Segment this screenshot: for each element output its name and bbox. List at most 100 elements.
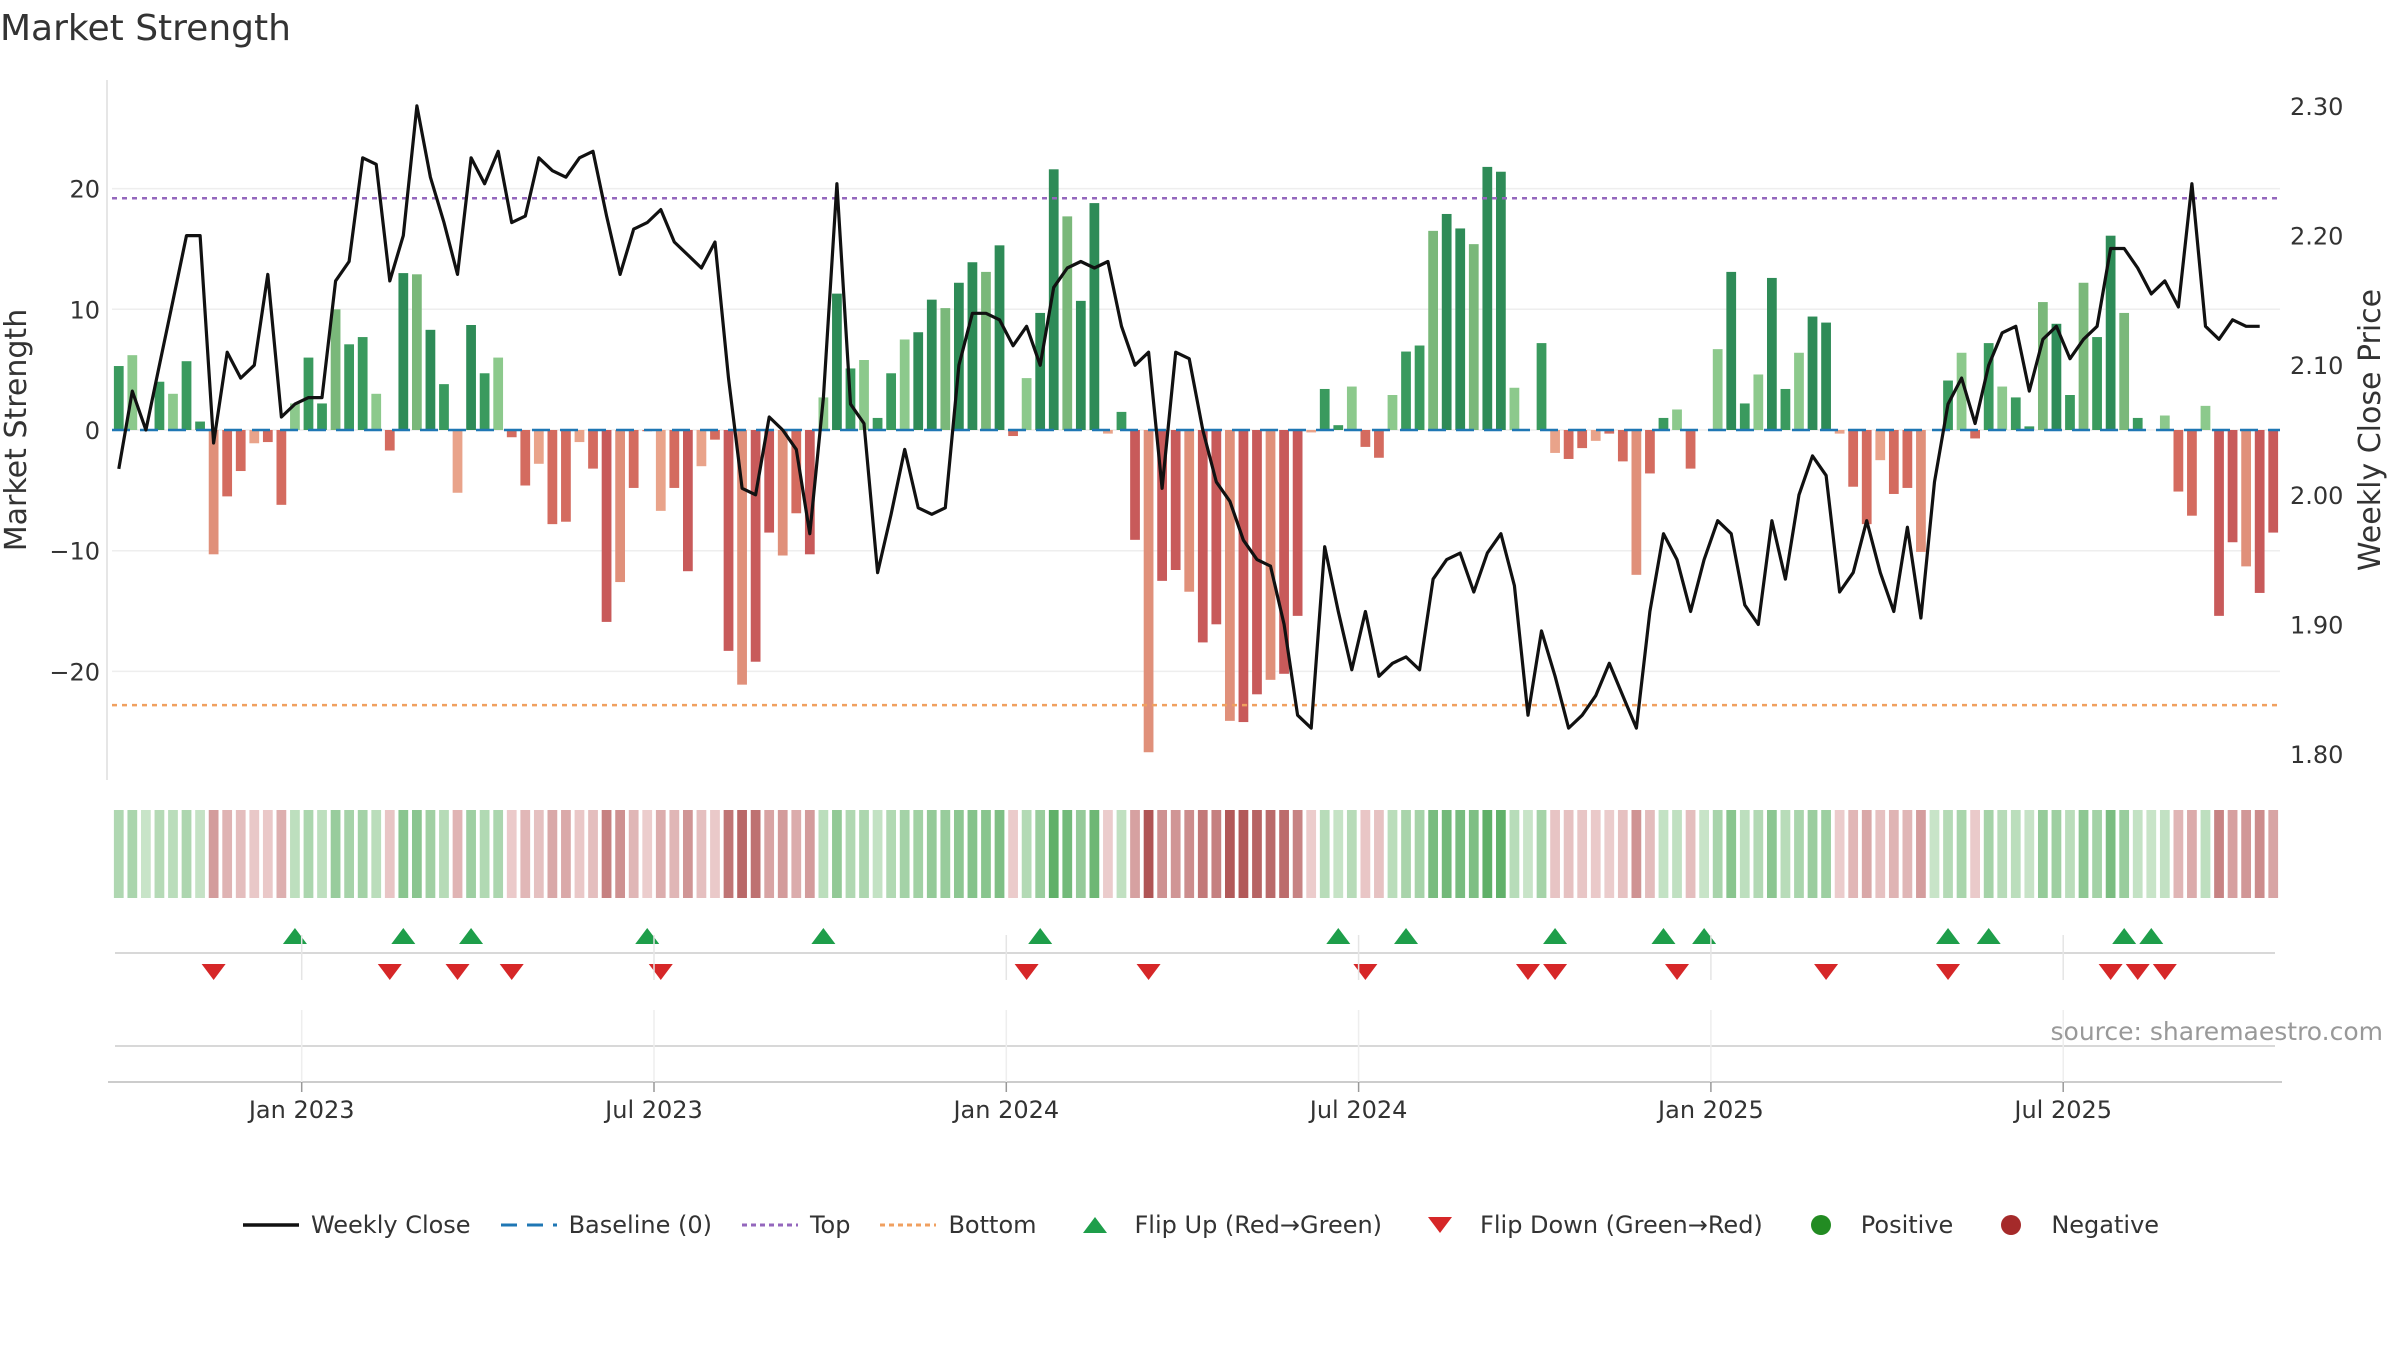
heat-cell [1929,810,1940,898]
heat-cell [493,810,504,898]
strength-bar [1685,430,1696,469]
heat-cell [1766,810,1777,898]
left-axis-ticks: 20 10 0 −10 −20 [49,176,100,687]
strength-bar [1319,388,1330,430]
strength-bar [1780,388,1791,430]
strength-bar [1631,430,1642,575]
flip-up-marker [811,928,836,944]
strength-bar [181,361,192,430]
heat-cell [1401,810,1411,898]
heat-cell [1983,810,1994,898]
strength-bar [1875,430,1886,461]
legend-label: Top [809,1211,851,1239]
strength-bar [981,271,991,430]
strength-bar [303,357,314,430]
strength-bar [479,373,490,430]
heat-cell [2037,810,2048,898]
strength-bar [276,430,287,505]
heat-cell [1224,810,1235,898]
heat-cell [1414,810,1425,898]
heat-cell [1130,810,1140,898]
legend-symbol [1810,1215,1831,1235]
strength-bar [1482,166,1493,430]
strength-bar [1130,430,1140,540]
x-tick-label: Jul 2023 [603,1096,703,1124]
strength-bar [2065,395,2075,430]
heat-cell [425,810,436,898]
strength-bar [1848,430,1859,487]
heat-cell [262,810,273,898]
heat-cell [1170,810,1181,898]
strength-bar [804,430,815,555]
flip-down-marker [377,964,402,980]
strength-bar [235,430,246,472]
left-axis-title: Market Strength [0,309,34,551]
heat-cell [2065,810,2075,898]
strength-bar [1550,430,1560,453]
x-tick-label: Jul 2025 [2012,1096,2112,1124]
x-tick-label: Jan 2025 [1656,1096,1764,1124]
heat-cell [682,810,693,898]
heat-cell [1875,810,1886,898]
heat-cell [344,810,355,898]
heat-cell [561,810,571,898]
strength-bar [1495,171,1506,431]
strength-bar [1672,409,1682,430]
strength-bar [791,430,802,514]
strength-bar [750,430,761,662]
heat-cell [953,810,964,898]
heat-cell [195,810,205,898]
heat-cell [845,810,856,898]
strength-bar [1956,352,1967,430]
strength-bar [411,274,422,430]
strength-bar [2200,405,2211,430]
heat-cell [303,810,314,898]
heat-cell [127,810,138,898]
strength-bar [330,309,341,430]
flip-down-marker [2125,964,2150,980]
flip-down-marker [1665,964,1690,980]
strength-bar [1902,430,1913,488]
right-tick-label: 2.20 [2290,223,2343,251]
heat-cell [520,810,531,898]
strength-bar [547,430,558,525]
legend-label: Positive [1860,1211,1954,1239]
heat-cell [1956,810,1967,898]
strength-bar [1753,374,1764,430]
heat-cell [1509,810,1520,898]
strength-bar [1401,351,1411,430]
strength-bar [588,430,598,469]
strength-heat-strip [113,810,2279,898]
heat-cell [1807,810,1818,898]
heat-cell [1672,810,1682,898]
strength-bar [2227,430,2238,543]
heat-cell [913,810,924,898]
strength-bar [872,417,883,430]
legend-symbol [500,1223,557,1227]
heat-cell [1550,810,1560,898]
strength-bar [2051,323,2062,430]
left-tick-label: 20 [69,176,100,204]
strength-bar [1888,430,1899,494]
strength-bar [317,403,327,430]
x-tick-label: Jul 2024 [1308,1096,1408,1124]
strength-bar [953,282,964,430]
left-tick-label: −10 [49,538,100,566]
heat-cell [1753,810,1764,898]
heat-cell [574,810,585,898]
strength-bar [1116,411,1127,430]
heat-cell [2146,810,2157,898]
strength-bar [2173,430,2184,492]
strength-bar [262,430,273,443]
right-tick-label: 1.90 [2290,611,2343,639]
heat-cell [1631,810,1642,898]
heat-cell [2024,810,2035,898]
heat-cell [181,810,192,898]
lower-panel [108,1010,2282,1083]
strength-bar [2132,417,2143,430]
strength-bar [1143,430,1154,753]
heat-cell [1739,810,1750,898]
strength-bar [967,262,978,430]
heat-cell [899,810,910,898]
strength-bar [2159,415,2170,430]
